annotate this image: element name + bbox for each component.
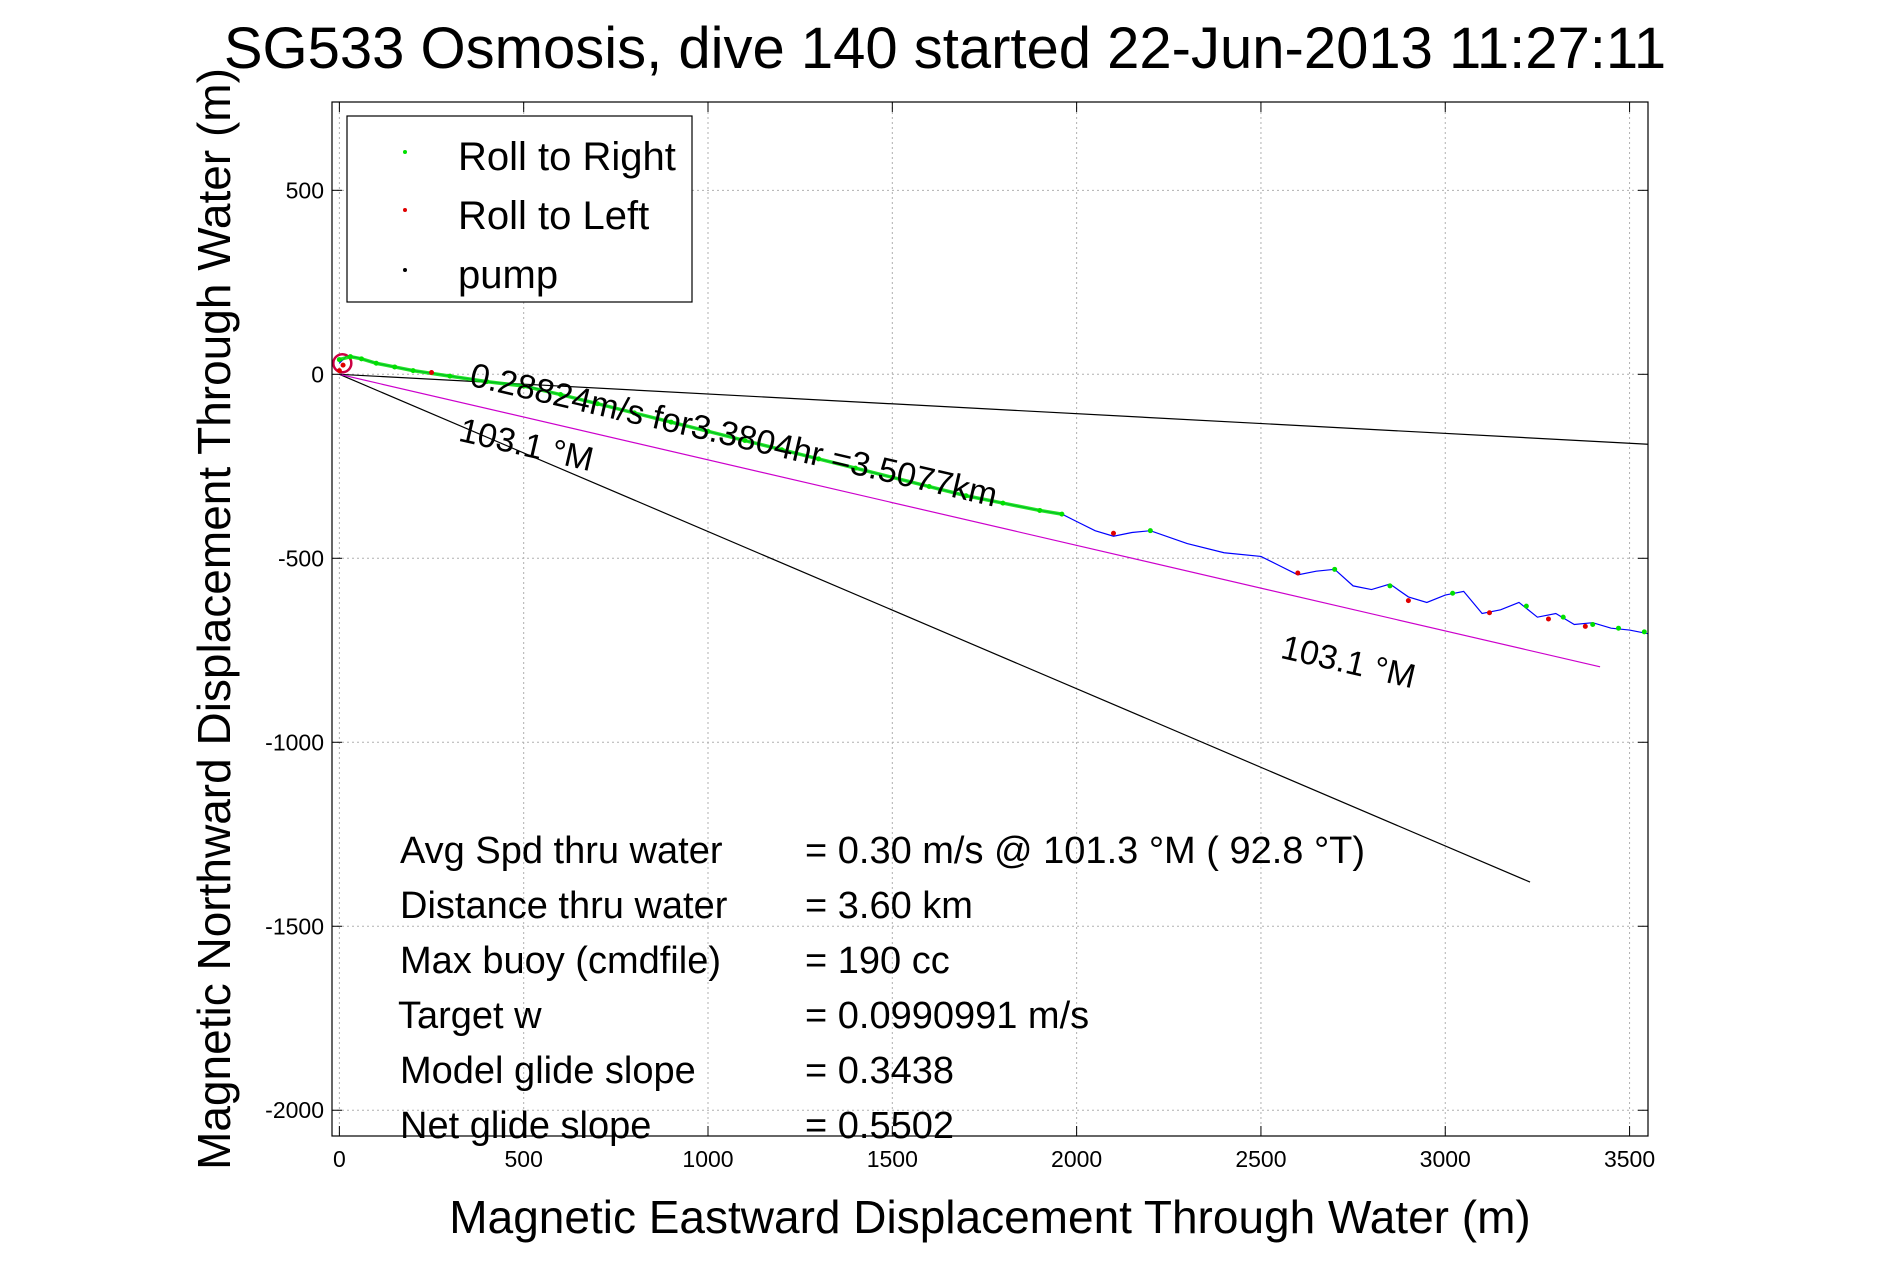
y-axis-label: Magnetic Northward Displacement Through …: [188, 68, 240, 1170]
point-roll-to-left: [340, 362, 346, 368]
grid: [332, 102, 1648, 1136]
point-roll-to-right: [742, 438, 748, 444]
legend-label-roll-left: Roll to Left: [458, 194, 649, 238]
point-roll-to-left: [1405, 598, 1411, 604]
stat-label-distance: Distance thru water: [400, 885, 728, 927]
point-roll-to-left: [336, 368, 342, 374]
point-roll-to-right: [1332, 566, 1338, 572]
legend-marker-roll-right: [403, 150, 407, 154]
point-roll-to-right: [816, 456, 822, 462]
x-axis-label: Magnetic Eastward Displacement Through W…: [449, 1191, 1530, 1243]
point-roll-to-right: [926, 484, 932, 490]
y-tick-label: -1500: [265, 913, 324, 939]
point-roll-to-right: [1000, 500, 1006, 506]
legend-marker-pump: [403, 268, 407, 272]
point-roll-to-right: [358, 356, 364, 362]
point-roll-to-right: [1387, 583, 1393, 589]
point-roll-to-right: [392, 364, 398, 370]
point-roll-to-right: [521, 383, 527, 389]
y-tick-label: 0: [311, 361, 324, 387]
plot-frame: [331, 101, 1649, 1137]
x-tick-label: 2000: [1051, 1146, 1102, 1172]
start-loop-marker: [332, 353, 353, 374]
x-tick-label: 0: [333, 1146, 346, 1172]
point-roll-to-right: [336, 357, 342, 363]
legend-label-roll-right: Roll to Right: [458, 135, 676, 179]
point-roll-to-right: [1560, 614, 1566, 620]
point-roll-to-left: [1486, 610, 1492, 616]
point-roll-to-left: [1110, 530, 1116, 536]
point-roll-to-right: [1037, 507, 1043, 513]
stat-label-net-glide: Net glide slope: [400, 1105, 651, 1147]
reference-lines: [339, 373, 1648, 883]
point-roll-to-left: [1295, 570, 1301, 576]
point-roll-to-right: [889, 474, 895, 480]
point-roll-to-right: [1590, 622, 1596, 628]
point-roll-to-right: [631, 410, 637, 416]
point-roll-to-right: [484, 379, 490, 385]
stats-panel: Avg Spd thru water = 0.30 m/s @ 101.3 °M…: [398, 830, 1365, 1147]
x-tick-label: 3500: [1604, 1146, 1655, 1172]
stat-label-model-glide: Model glide slope: [400, 1050, 696, 1092]
stat-label-target-w: Target w: [398, 995, 542, 1037]
legend-entry-roll-right: Roll to Right: [403, 135, 676, 179]
stat-label-avg-speed: Avg Spd thru water: [400, 830, 723, 872]
point-roll-to-right: [447, 373, 453, 379]
y-tick-label: -2000: [265, 1097, 324, 1123]
x-tick-label: 500: [504, 1146, 542, 1172]
point-roll-to-right: [347, 354, 353, 360]
x-tick-label: 3000: [1420, 1146, 1471, 1172]
point-roll-to-right: [668, 419, 674, 425]
point-roll-to-right: [1147, 528, 1153, 534]
y-tick-label: -500: [278, 545, 324, 571]
point-roll-to-right: [1450, 590, 1456, 596]
point-roll-to-right: [1523, 603, 1529, 609]
series-layer: [332, 353, 1648, 635]
y-tick-label: -1000: [265, 729, 324, 755]
reference-line-heading: [339, 373, 1531, 883]
point-roll-to-right: [963, 493, 969, 499]
stat-value-distance: = 3.60 km: [805, 885, 973, 927]
legend: Roll to Right Roll to Left pump: [346, 115, 693, 303]
point-roll-to-right: [705, 428, 711, 434]
point-roll-to-right: [594, 401, 600, 407]
series-line-roll-right: [338, 354, 1063, 516]
point-roll-to-right: [1641, 629, 1647, 635]
legend-entry-pump: pump: [403, 253, 558, 297]
point-roll-to-left: [1545, 616, 1551, 622]
stat-value-target-w: = 0.0990991 m/s: [805, 995, 1089, 1037]
chart-title: SG533 Osmosis, dive 140 started 22-Jun-2…: [224, 16, 1666, 81]
point-roll-to-right: [779, 447, 785, 453]
x-tick-label: 1500: [867, 1146, 918, 1172]
stat-value-net-glide: = 0.5502: [805, 1105, 954, 1147]
y-tick-label: 500: [286, 177, 324, 203]
point-roll-to-right: [1616, 625, 1622, 631]
reference-line-current: [339, 373, 1648, 445]
point-roll-to-right: [852, 465, 858, 471]
point-roll-to-left: [429, 369, 435, 375]
stat-label-max-buoy: Max buoy (cmdfile): [400, 940, 721, 982]
point-roll-to-right: [1059, 511, 1065, 517]
legend-label-pump: pump: [458, 253, 558, 297]
stat-value-max-buoy: = 190 cc: [805, 940, 950, 982]
point-roll-to-right: [558, 392, 564, 398]
legend-entry-roll-left: Roll to Left: [403, 194, 649, 238]
stat-value-model-glide: = 0.3438: [805, 1050, 954, 1092]
point-roll-to-right: [373, 360, 379, 366]
point-roll-to-right: [410, 368, 416, 374]
stat-value-avg-speed: = 0.30 m/s @ 101.3 °M ( 92.8 °T): [805, 830, 1365, 872]
ticks: 0 500 1000 1500 2000 2500 3000 3500 500 0 -500 -100…: [265, 102, 1655, 1172]
reference-line-depth-averaged: [339, 373, 1601, 668]
legend-marker-roll-left: [403, 208, 407, 212]
x-tick-label: 1000: [682, 1146, 733, 1172]
point-roll-to-left: [1582, 623, 1588, 629]
x-tick-label: 2500: [1235, 1146, 1286, 1172]
